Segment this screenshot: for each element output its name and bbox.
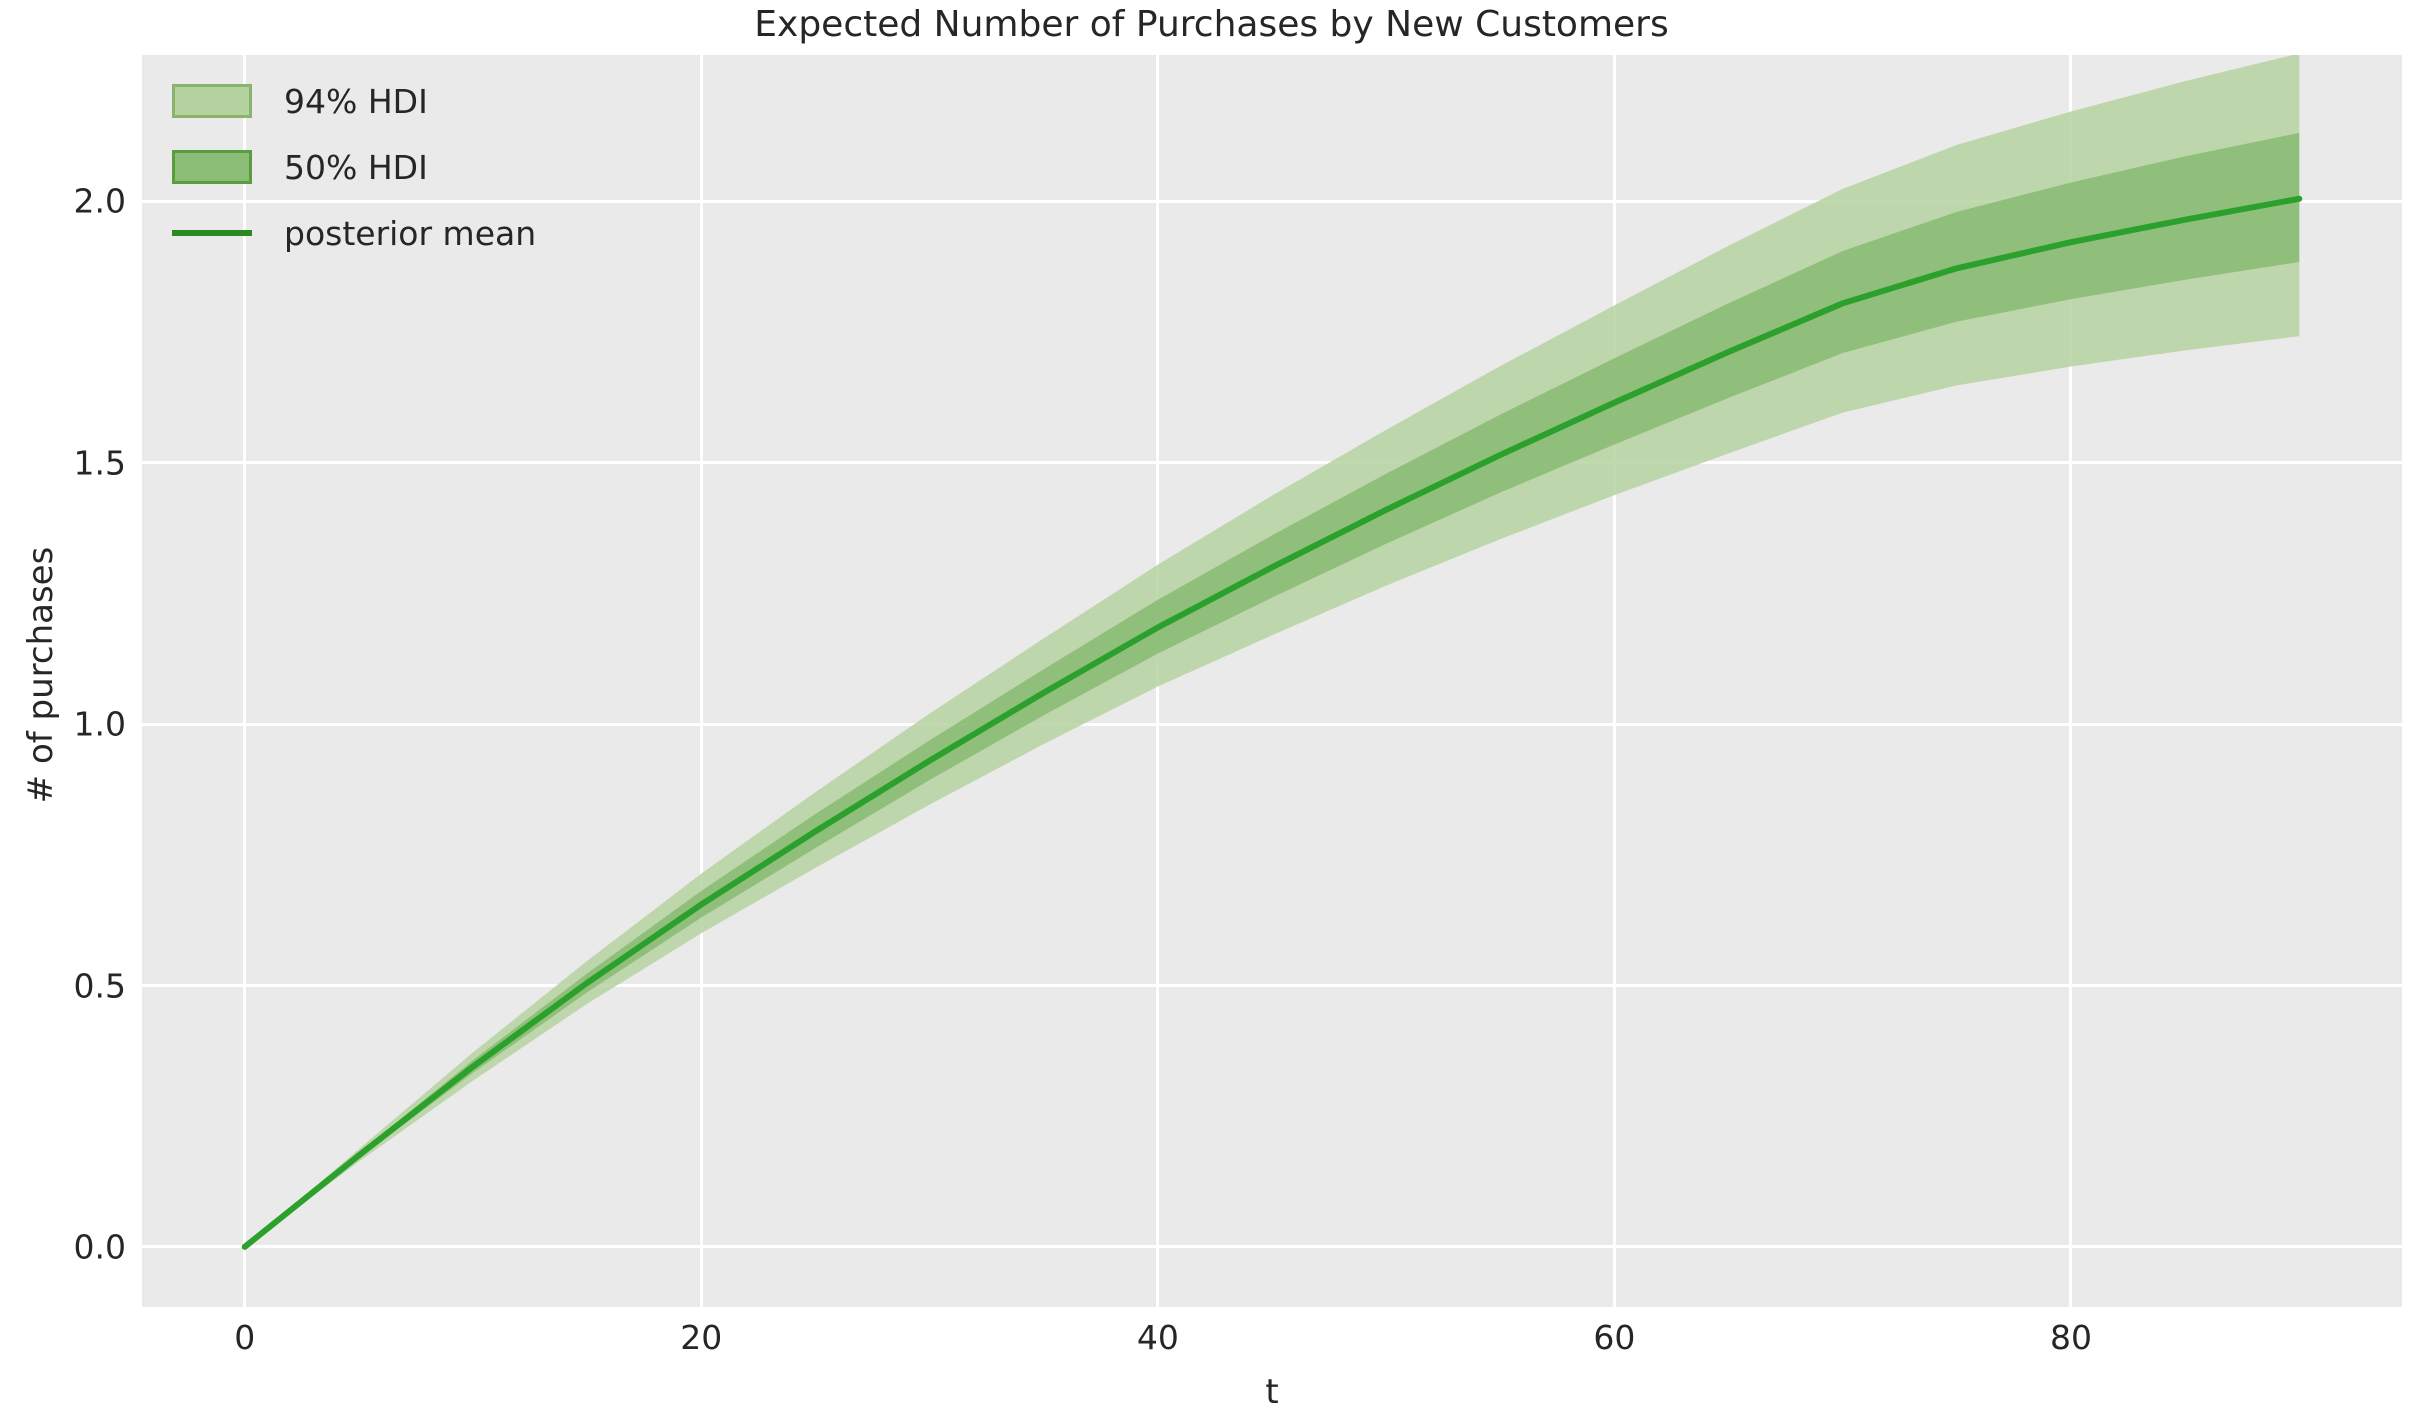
y-tick-label: 0.5 [73, 966, 126, 1005]
y-axis-ticks: 0.0 0.5 1.0 1.5 2.0 [0, 55, 126, 1307]
legend-label: posterior mean [284, 213, 537, 253]
y-axis-label: # of purchases [21, 546, 61, 804]
gridline-vertical [1612, 55, 1616, 1307]
legend-line-stroke [172, 230, 252, 236]
gridline-horizontal [142, 1245, 2402, 1249]
x-tick-label: 60 [1593, 1318, 1636, 1357]
chart-title: Expected Number of Purchases by New Cust… [754, 4, 1669, 45]
band-50-hdi-area [244, 132, 2300, 1247]
legend-swatch-icon [172, 150, 252, 184]
legend-label: 94% HDI [284, 81, 428, 121]
plot-area [142, 55, 2402, 1307]
x-tick-label: 20 [680, 1318, 723, 1357]
posterior-mean-path [241, 195, 2303, 1250]
chart-legend: 94% HDI 50% HDI posterior mean [172, 68, 592, 266]
gridline-vertical [2069, 55, 2073, 1307]
legend-swatch-icon [172, 84, 252, 118]
legend-label: 50% HDI [284, 147, 428, 187]
legend-item-2[interactable]: posterior mean [172, 200, 592, 266]
chart-data-svg [241, 55, 2303, 1250]
gridline-horizontal [142, 199, 2402, 203]
x-axis-ticks: 0 20 40 60 80 [142, 1318, 2402, 1364]
gridline-horizontal [142, 984, 2402, 987]
gridline-horizontal [142, 722, 2402, 726]
x-tick-label: 40 [1136, 1318, 1179, 1357]
x-tick-label: 0 [234, 1318, 256, 1357]
band-50-hdi [244, 132, 2300, 1247]
gridline-horizontal [142, 461, 2402, 465]
legend-item-1[interactable]: 50% HDI [172, 134, 592, 200]
y-tick-label: 0.0 [73, 1227, 126, 1267]
gridline-vertical [243, 55, 247, 1307]
gridline-vertical [699, 55, 703, 1307]
posterior-mean-line [241, 195, 2303, 1250]
x-tick-label: 80 [2049, 1318, 2092, 1357]
y-tick-label: 1.0 [73, 704, 126, 744]
legend-line-icon [172, 216, 252, 250]
x-axis-label: t [1265, 1372, 1279, 1412]
y-tick-label: 1.5 [73, 443, 126, 483]
legend-item-0[interactable]: 94% HDI [172, 68, 592, 134]
y-tick-label: 2.0 [73, 181, 126, 221]
